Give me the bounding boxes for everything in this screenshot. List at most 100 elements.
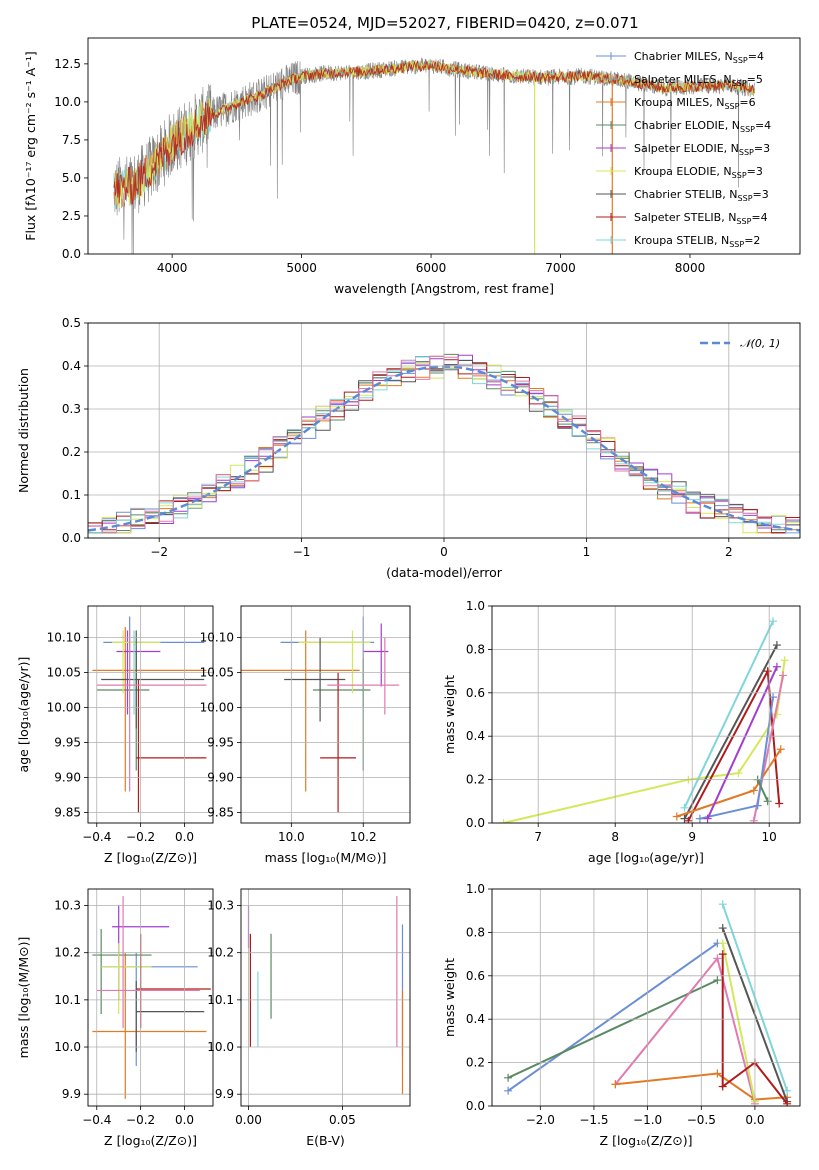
plot-area-mass-weight-vs-Z [504, 900, 792, 1106]
chart-mass-vs-EBV: 0.00 0.05 9.9 10.0 10.1 10.2 10.3 E(B-V) [207, 888, 411, 1148]
chart-age-vs-mass: 10.0 10.2 9.85 9.90 9.95 10.00 10.05 10.10 mass … [200, 605, 411, 865]
y-tick-label: 0.4 [466, 1012, 485, 1026]
x-tick-label: 10.2 [350, 830, 377, 844]
y-tick-label: 0.1 [62, 488, 81, 502]
x-tick-label: 4000 [157, 261, 188, 275]
y-tick-label: 0.2 [466, 1056, 485, 1070]
series-line [756, 779, 769, 802]
legend-entry: Kroupa MILES, NSSP=6 [634, 96, 756, 111]
data-point-marker [772, 662, 781, 671]
y-tick-label: 1.0 [466, 882, 485, 896]
y-tick-label: 10.00 [47, 701, 81, 715]
data-point-marker [504, 1073, 513, 1082]
data-point-marker [713, 976, 722, 985]
data-point-marker [753, 801, 762, 810]
legend-entry: Kroupa ELODIE, NSSP=3 [634, 165, 763, 180]
series-line [683, 620, 774, 809]
y-tick-label: 10.10 [47, 631, 81, 645]
y-axis-label: mass weight [442, 675, 457, 754]
axes-frame [491, 888, 801, 1107]
plot-area-mass-vs-Z [92, 896, 211, 1099]
legend-entry-nssp: =5 [747, 73, 763, 86]
y-tick-label: 10.1 [207, 993, 234, 1007]
data-point-marker [775, 799, 784, 808]
data-point-marker [695, 814, 704, 823]
x-tick-label: −2 [150, 545, 168, 559]
y-tick-label: 0.0 [466, 816, 485, 830]
x-tick-label: 8000 [675, 261, 706, 275]
axes-frame [240, 605, 411, 824]
data-point-marker [684, 816, 693, 823]
x-axis-label: E(B-V) [306, 1133, 345, 1148]
x-axis-label: Z [log₁₀(Z/Z⊙)] [104, 850, 197, 865]
model-spectrum-line [113, 59, 755, 205]
data-point-marker [763, 797, 772, 806]
chart-residuals: −2 −1 0 1 2 0.0 0.1 0.2 0.3 0.4 0.5 𝒩(0, 1) (data-mo… [16, 316, 801, 580]
data-point-marker [776, 745, 785, 754]
legend-entry-subscript: SSP [733, 56, 748, 65]
data-point-marker [713, 1069, 722, 1078]
y-tick-label: 0.3 [62, 402, 81, 416]
legend-entry-name: Chabrier ELODIE, N [634, 119, 740, 132]
series-line [507, 942, 718, 1092]
legend-entry-name: Salpeter STELIB, N [634, 211, 736, 224]
legend-entry-name: Salpeter MILES, N [634, 73, 732, 86]
y-axis-label: Flux [fλ10⁻¹⁷ erg cm⁻² s⁻¹ A⁻¹] [23, 51, 38, 240]
legend-entry-nssp: =3 [753, 188, 769, 201]
series-line [721, 943, 756, 1102]
y-tick-label: 10.0 [54, 1040, 81, 1054]
legend-entry-subscript: SSP [732, 171, 747, 180]
y-tick-label: 9.95 [54, 736, 81, 750]
figure-title: PLATE=0524, MJD=52027, FIBERID=0420, z=0… [251, 14, 638, 32]
legend-entry: Chabrier MILES, NSSP=4 [634, 50, 764, 65]
y-tick-label: 10.1 [54, 993, 81, 1007]
x-tick-label: 5000 [286, 261, 317, 275]
data-point-marker [780, 656, 789, 665]
legend-entry-name: Salpeter ELODIE, N [634, 142, 739, 155]
data-point-marker [718, 950, 727, 959]
legend-entry-subscript: SSP [729, 240, 744, 249]
y-tick-label: 0.2 [466, 773, 485, 787]
y-tick-label: 0.6 [466, 969, 485, 983]
y-tick-label: 0.8 [466, 925, 485, 939]
x-tick-label: 7 [534, 830, 542, 844]
y-tick-label: 9.9 [62, 1087, 81, 1101]
axes-frame [87, 888, 214, 1107]
legend-entry-nssp: =2 [744, 234, 760, 247]
legend-entry: Kroupa STELIB, NSSP=2 [634, 234, 760, 249]
series-line [507, 979, 718, 1079]
x-axis-label: age [log₁₀(age/yr)] [588, 850, 704, 865]
y-tick-label: 9.90 [54, 771, 81, 785]
y-tick-label: 9.95 [207, 736, 234, 750]
axes-frame [491, 605, 801, 824]
x-axis-label: (data-model)/error [386, 565, 503, 580]
x-tick-label: 9 [688, 830, 696, 844]
legend-entry: Chabrier ELODIE, NSSP=4 [634, 119, 771, 134]
legend-entry-name: Kroupa MILES, N [634, 96, 724, 109]
x-tick-label: 7000 [545, 261, 576, 275]
data-point-marker [769, 617, 778, 626]
y-tick-label: 9.85 [207, 806, 234, 820]
x-tick-label: −0.4 [82, 1113, 111, 1127]
data-point-marker [772, 641, 781, 650]
legend-entry: Salpeter STELIB, NSSP=4 [634, 211, 768, 226]
x-tick-label: −0.4 [82, 830, 111, 844]
y-tick-label: 0.0 [466, 1099, 485, 1113]
x-axis-label: mass [log₁₀(M/M⊙)] [265, 850, 387, 865]
data-point-marker [672, 812, 681, 821]
y-tick-label: 0.8 [466, 642, 485, 656]
x-tick-label: 8 [611, 830, 619, 844]
y-axis-label: age [log₁₀(age/yr)] [16, 657, 31, 773]
x-tick-label: 0.0 [745, 1113, 764, 1127]
chart-mass-weight-vs-Z: −2.0 −1.5 −1.0 −0.5 0.0 0.0 0.2 0.4 0.6 0.8 1.0 Z [… [442, 882, 801, 1148]
series-line [706, 666, 778, 820]
legend-entry-name: Chabrier MILES, N [634, 50, 733, 63]
y-tick-label: 0.4 [62, 359, 81, 373]
x-tick-label: 10 [762, 830, 777, 844]
data-point-marker [703, 814, 712, 823]
legend-entry-subscript: SSP [724, 102, 739, 111]
legend-entry-subscript: SSP [740, 125, 755, 134]
legend-entry: 𝒩(0, 1) [740, 337, 780, 350]
x-tick-label: 2 [725, 545, 733, 559]
legend-entry-nssp: =3 [754, 142, 770, 155]
